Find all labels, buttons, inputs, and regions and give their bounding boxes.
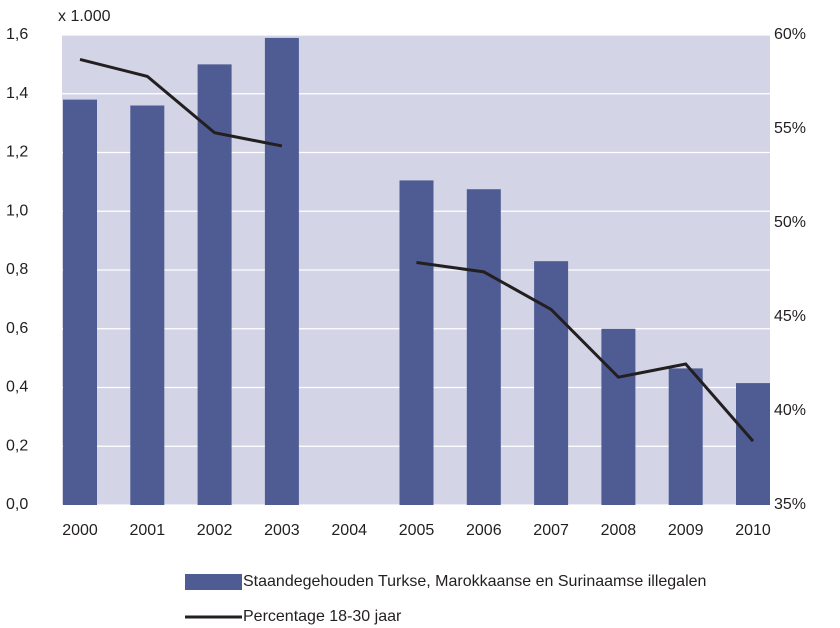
line <box>79 57 755 443</box>
bar <box>197 64 232 505</box>
y-tick-label: 1,4 <box>6 85 28 102</box>
y-tick-label: 0,6 <box>6 320 28 337</box>
bar <box>399 180 434 505</box>
legend-label: Percentage 18-30 jaar <box>243 608 402 625</box>
y-tick-label: 0,2 <box>6 437 28 454</box>
y2-tick-label: 55% <box>774 120 806 137</box>
bar <box>466 189 501 505</box>
y-unit-label: x 1.000 <box>58 8 111 25</box>
x-tick-label: 2010 <box>735 522 771 539</box>
x-tick-label: 2007 <box>533 522 569 539</box>
y-tick-label: 1,6 <box>6 26 28 43</box>
legend-swatch <box>185 574 242 590</box>
x-tick-label: 2001 <box>130 522 166 539</box>
x-tick-label: 2002 <box>197 522 233 539</box>
bar <box>736 383 770 505</box>
x-tick-label: 2003 <box>264 522 300 539</box>
y-tick-label: 0,0 <box>6 496 28 513</box>
y2-tick-label: 45% <box>774 308 806 325</box>
bar <box>534 261 569 505</box>
bar <box>63 99 97 505</box>
x-tick-label: 2009 <box>668 522 704 539</box>
legend-label: Staandegehouden Turkse, Marokkaanse en S… <box>243 573 706 590</box>
y-tick-label: 1,0 <box>6 202 28 219</box>
y2-tick-label: 40% <box>774 402 806 419</box>
bar <box>668 368 703 505</box>
y-tick-label: 1,2 <box>6 144 28 161</box>
y2-tick-label: 50% <box>774 214 806 231</box>
bar <box>264 37 299 505</box>
bar <box>601 328 636 505</box>
y2-tick-label: 35% <box>774 496 806 513</box>
y-tick-label: 0,4 <box>6 379 28 396</box>
x-tick-label: 2000 <box>62 522 98 539</box>
y-tick-label: 0,8 <box>6 261 28 278</box>
y2-tick-label: 60% <box>774 26 806 43</box>
bar <box>130 105 165 505</box>
x-tick-label: 2004 <box>331 522 367 539</box>
x-tick-label: 2008 <box>601 522 637 539</box>
x-tick-label: 2006 <box>466 522 502 539</box>
x-tick-label: 2005 <box>399 522 435 539</box>
